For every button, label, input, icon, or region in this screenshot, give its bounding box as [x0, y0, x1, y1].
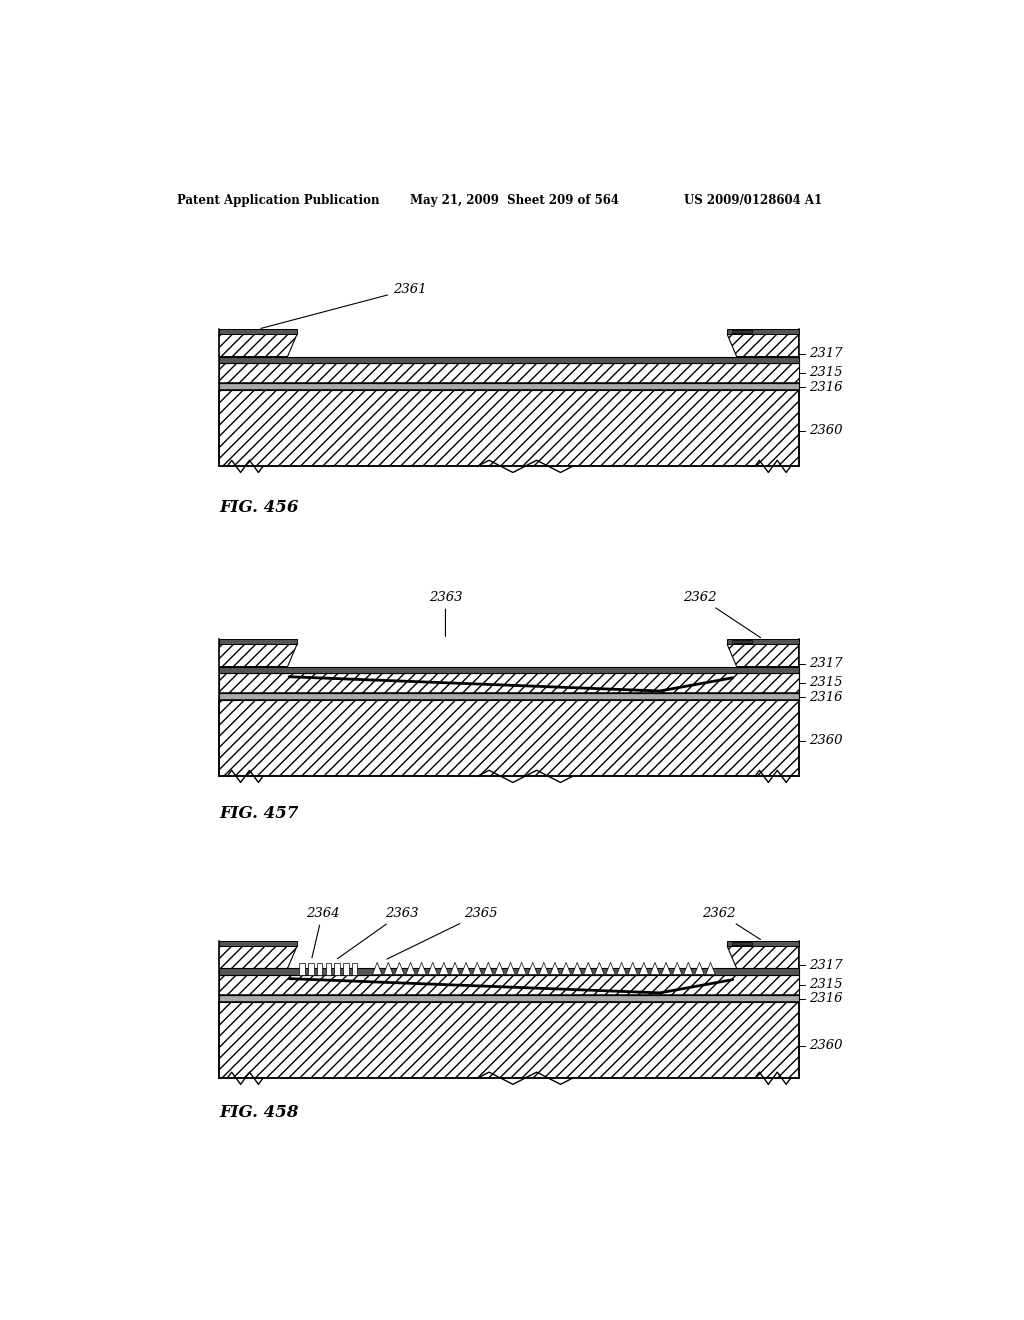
Polygon shape: [595, 962, 604, 974]
Polygon shape: [606, 962, 615, 974]
Text: FIG. 456: FIG. 456: [219, 499, 299, 516]
Bar: [727, 639, 799, 644]
Bar: [219, 995, 799, 1002]
Bar: [732, 640, 752, 643]
Polygon shape: [727, 334, 799, 356]
Text: 2317: 2317: [809, 958, 843, 972]
Polygon shape: [584, 962, 593, 974]
Text: 2317: 2317: [809, 347, 843, 360]
Polygon shape: [539, 962, 549, 974]
Text: 2316: 2316: [809, 380, 843, 393]
Text: 2363: 2363: [337, 907, 419, 958]
Polygon shape: [439, 962, 449, 974]
Bar: [219, 639, 297, 644]
Bar: [352, 964, 357, 974]
Text: 2364: 2364: [306, 907, 339, 957]
Text: 2360: 2360: [809, 734, 843, 747]
Polygon shape: [417, 962, 426, 974]
Polygon shape: [561, 962, 570, 974]
Polygon shape: [219, 644, 297, 667]
Text: 2363: 2363: [429, 590, 462, 636]
Polygon shape: [506, 962, 515, 974]
Polygon shape: [650, 962, 659, 974]
Bar: [316, 964, 323, 974]
Text: FIG. 457: FIG. 457: [219, 805, 299, 822]
Polygon shape: [451, 962, 460, 974]
Text: Patent Application Publication: Patent Application Publication: [177, 194, 380, 207]
Text: 2365: 2365: [387, 907, 498, 960]
Polygon shape: [673, 962, 682, 974]
Bar: [219, 363, 799, 383]
Bar: [219, 974, 799, 995]
Text: 2362: 2362: [702, 907, 761, 940]
Polygon shape: [662, 962, 671, 974]
Text: 2317: 2317: [809, 657, 843, 671]
Polygon shape: [472, 962, 482, 974]
Bar: [219, 1002, 799, 1078]
Polygon shape: [639, 962, 648, 974]
Bar: [219, 969, 799, 974]
Bar: [727, 941, 799, 946]
Polygon shape: [727, 946, 799, 969]
Polygon shape: [628, 962, 638, 974]
Text: 2315: 2315: [809, 676, 843, 689]
Polygon shape: [727, 644, 799, 667]
Polygon shape: [517, 962, 526, 974]
Bar: [343, 964, 348, 974]
Text: 2315: 2315: [809, 367, 843, 379]
Text: US 2009/0128604 A1: US 2009/0128604 A1: [684, 194, 821, 207]
Bar: [219, 356, 799, 363]
Polygon shape: [219, 946, 297, 969]
Polygon shape: [495, 962, 504, 974]
Polygon shape: [550, 962, 560, 974]
Polygon shape: [616, 962, 627, 974]
Polygon shape: [572, 962, 582, 974]
Text: 2316: 2316: [809, 993, 843, 1006]
Polygon shape: [384, 962, 393, 974]
Polygon shape: [462, 962, 471, 974]
Text: FIG. 458: FIG. 458: [219, 1104, 299, 1121]
Text: 2362: 2362: [683, 590, 761, 638]
Bar: [219, 700, 799, 776]
Polygon shape: [406, 962, 416, 974]
Bar: [219, 391, 799, 466]
Bar: [308, 964, 313, 974]
Bar: [219, 329, 297, 334]
Polygon shape: [694, 962, 705, 974]
Text: 2360: 2360: [809, 1039, 843, 1052]
Bar: [326, 964, 331, 974]
Bar: [727, 329, 799, 334]
Bar: [219, 673, 799, 693]
Text: May 21, 2009  Sheet 209 of 564: May 21, 2009 Sheet 209 of 564: [410, 194, 618, 207]
Bar: [299, 964, 305, 974]
Polygon shape: [219, 334, 297, 356]
Bar: [219, 941, 297, 946]
Polygon shape: [428, 962, 437, 974]
Bar: [732, 330, 752, 333]
Bar: [732, 942, 752, 945]
Bar: [219, 667, 799, 673]
Text: 2361: 2361: [261, 282, 426, 329]
Polygon shape: [373, 962, 382, 974]
Bar: [219, 383, 799, 391]
Polygon shape: [706, 962, 716, 974]
Bar: [335, 964, 340, 974]
Polygon shape: [528, 962, 538, 974]
Polygon shape: [684, 962, 693, 974]
Bar: [219, 693, 799, 700]
Text: 2315: 2315: [809, 978, 843, 991]
Text: 2360: 2360: [809, 424, 843, 437]
Polygon shape: [394, 962, 404, 974]
Text: 2316: 2316: [809, 690, 843, 704]
Polygon shape: [483, 962, 494, 974]
